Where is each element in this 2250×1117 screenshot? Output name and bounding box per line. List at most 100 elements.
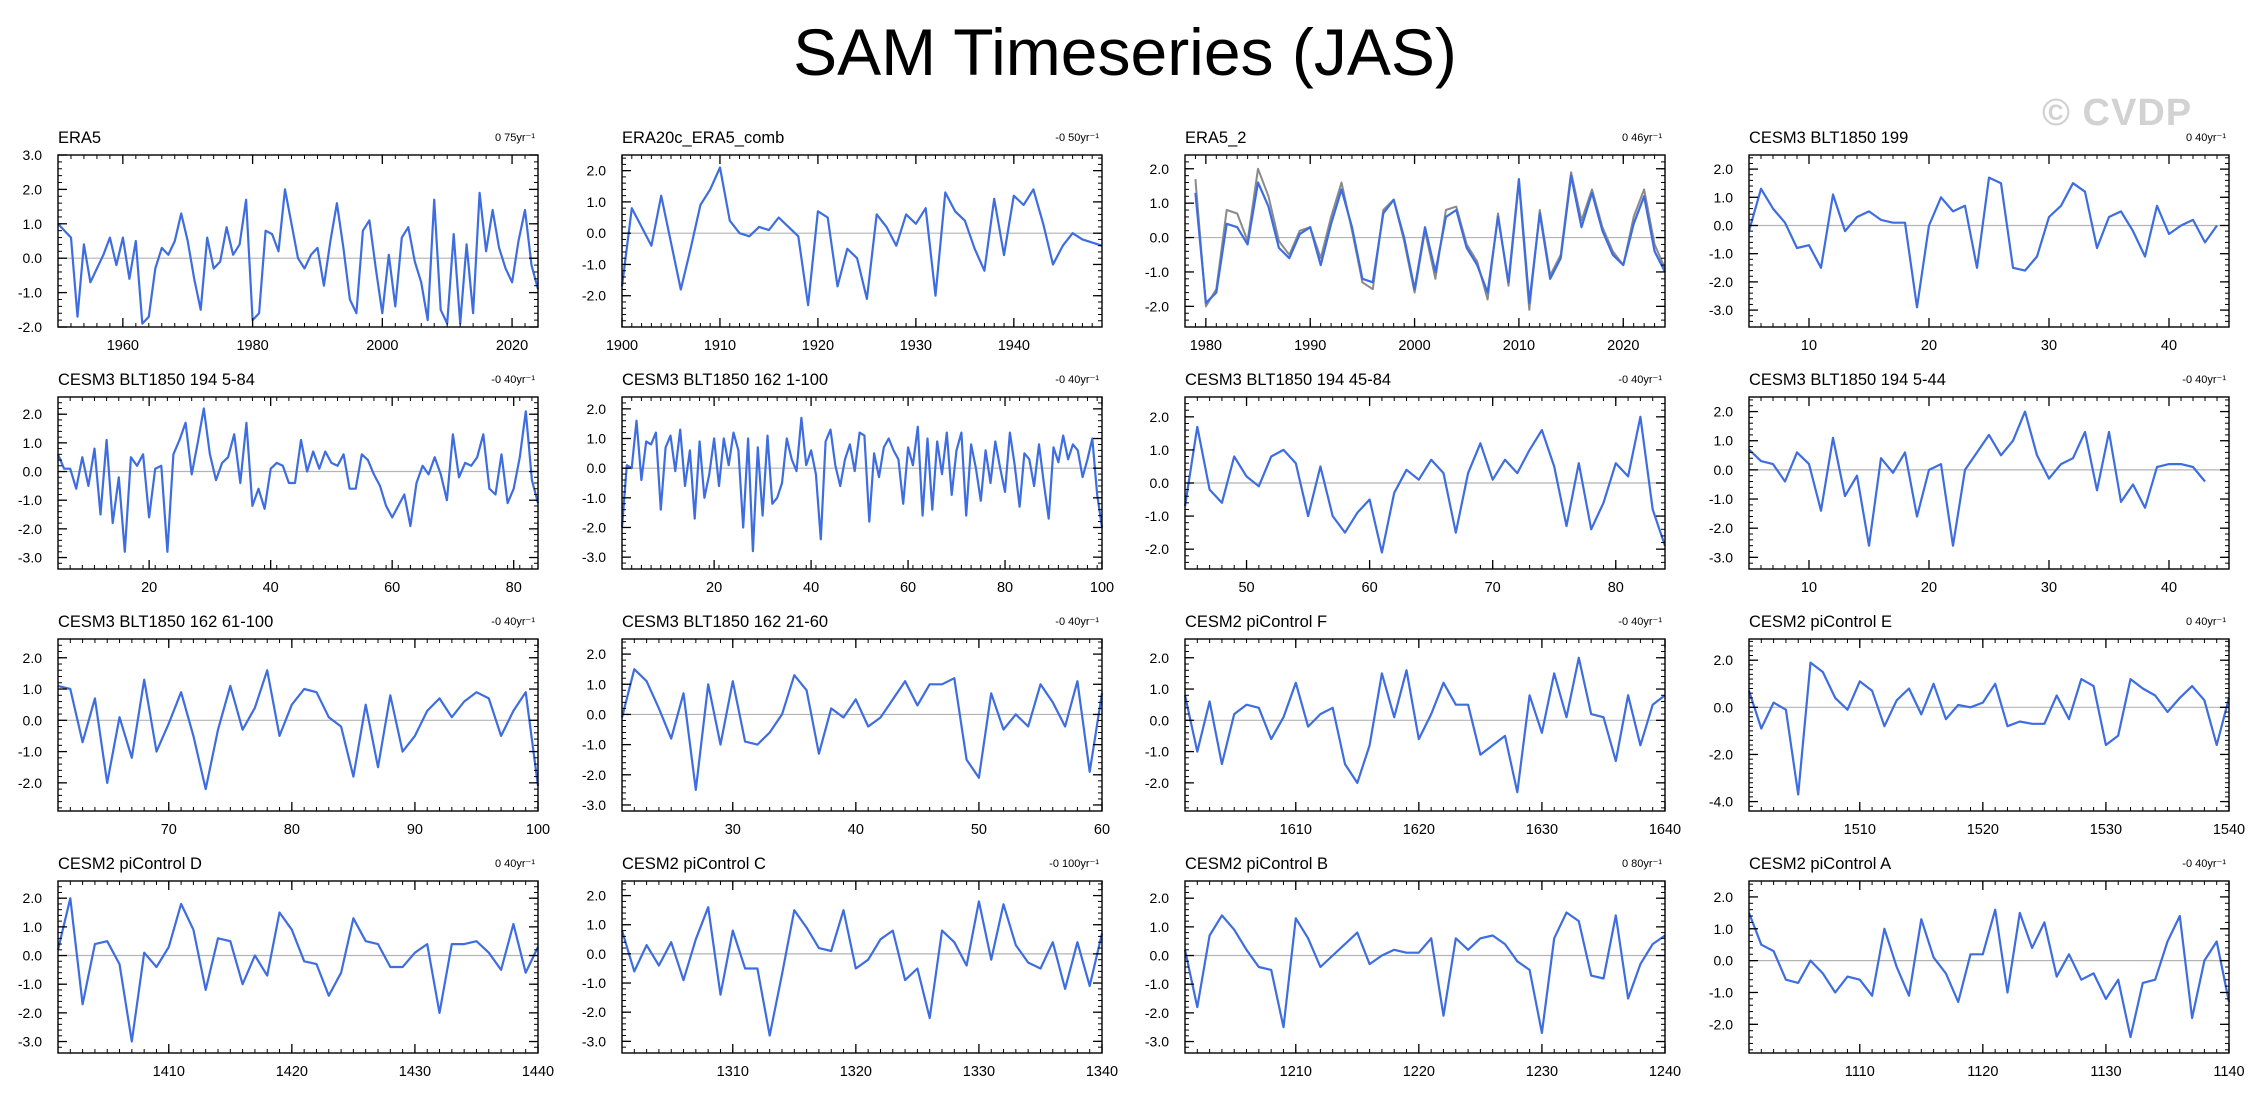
y-tick-label: 0.0 [587,706,607,722]
reference-series-line [1194,167,1666,311]
x-tick-label: 30 [725,822,741,838]
plot-frame [621,880,1103,1054]
series-line [620,416,1104,553]
x-tick-label: 1510 [1844,822,1876,838]
x-tick-label: 1240 [1649,1064,1681,1080]
x-tick-label: 70 [161,822,177,838]
y-tick-label: -1.0 [18,285,42,301]
y-tick-label: 2.0 [1714,161,1734,177]
y-tick-label: 1.0 [1150,681,1170,697]
x-tick-label: 60 [900,580,916,596]
x-tick-label: 80 [997,580,1013,596]
y-tick-label: -1.0 [1145,508,1169,524]
panel-13: 1410 1420 1430 1440 2.0 1.0 0.0 -1.0 -2.0 -3.0 CES… [18,855,554,1080]
x-tick-label: 2000 [366,338,398,354]
x-tick-label: 1930 [900,338,932,354]
x-tick-label: 2020 [1607,338,1639,354]
x-tick-label: 30 [2041,338,2057,354]
y-tick-label: -2.0 [1145,1005,1169,1021]
x-tick-label: 80 [506,580,522,596]
y-tick-label: -1.0 [18,492,42,508]
y-tick-label: 1.0 [23,919,43,935]
y-tick-label: -2.0 [1145,541,1169,557]
y-tick-label: 0.0 [1714,953,1734,969]
y-tick-label: -3.0 [18,550,42,566]
x-tick-label: 80 [284,822,300,838]
panel-3: 1980 1990 2000 2010 2020 2.0 1.0 0.0 -1.0 -2.0 ERA… [1145,129,1666,354]
y-tick-label: -2.0 [1145,298,1169,314]
y-tick-label: -1.0 [18,976,42,992]
panel-title: CESM2 piControl A [1749,855,1891,873]
y-tick-label: 2.0 [23,406,43,422]
y-tick-label: 0.0 [1150,475,1170,491]
y-tick-label: 2.0 [23,181,43,197]
x-tick-label: 1530 [2090,822,2122,838]
panel-7: 50 60 70 80 2.0 1.0 0.0 -1.0 -2.0 CESM3 BLT1850 1… [1145,371,1667,596]
panel-10: 30 40 50 60 2.0 1.0 0.0 -1.0 -2.0 -3.0 CESM3 BLT18… [582,613,1110,838]
x-tick-label: 40 [2161,580,2177,596]
y-tick-label: 0.0 [1714,217,1734,233]
x-tick-label: 60 [1362,580,1378,596]
series-line [56,407,540,553]
x-tick-label: 40 [263,580,279,596]
x-tick-label: 1520 [1967,822,1999,838]
plot-frame [621,638,1103,812]
x-tick-label: 1130 [2090,1064,2121,1080]
y-tick-label: 2.0 [587,888,607,904]
y-tick-label: 2.0 [1150,650,1170,666]
x-tick-label: 1620 [1403,822,1435,838]
panel-9: 70 80 90 100 2.0 1.0 0.0 -1.0 -2.0 CESM3 BLT1850 … [18,613,550,838]
trend-label: 0 46yr⁻¹ [1622,132,1662,144]
y-tick-label: -2.0 [18,775,42,791]
y-tick-label: 0.0 [1714,699,1734,715]
x-tick-label: 70 [1485,580,1501,596]
x-tick-label: 1910 [704,338,736,354]
y-tick-label: 1.0 [23,681,43,697]
trend-label: -0 40yr⁻¹ [2182,858,2226,870]
y-tick-label: -1.0 [18,744,42,760]
x-tick-label: 1630 [1526,822,1558,838]
y-tick-label: 2.0 [587,163,607,179]
panel-2: 1900 1910 1920 1930 1940 2.0 1.0 0.0 -1.0 -2.0 ERA… [582,129,1103,354]
y-tick-label: -3.0 [1145,1034,1169,1050]
x-tick-label: 1980 [236,338,268,354]
x-tick-label: 40 [2161,338,2177,354]
panel-5: 20 40 60 80 2.0 1.0 0.0 -1.0 -2.0 -3.0 CESM3 BLT18… [18,371,540,596]
panel-title: CESM3 BLT1850 162 61-100 [58,613,273,631]
y-tick-label: -1.0 [1709,984,1733,1000]
y-tick-label: -2.0 [1709,274,1733,290]
panel-1: 1960 1980 2000 2020 3.0 2.0 1.0 0.0 -1.0 -2.0 ERA5… [18,129,540,354]
y-tick-label: 0.0 [1714,462,1734,478]
x-tick-label: 40 [848,822,864,838]
x-tick-label: 1920 [802,338,834,354]
x-tick-label: 1430 [399,1064,431,1080]
trend-label: -0 40yr⁻¹ [1055,374,1099,386]
panel-14: 1310 1320 1330 1340 2.0 1.0 0.0 -1.0 -2.0 -3.0 CES… [582,855,1118,1080]
x-tick-label: 20 [706,580,722,596]
y-tick-label: -1.0 [1145,744,1169,760]
series-line [57,669,540,791]
panel-title: ERA20c_ERA5_comb [622,129,784,147]
x-tick-label: 20 [1921,580,1937,596]
y-tick-label: -4.0 [1709,794,1733,810]
trend-label: 0 40yr⁻¹ [495,858,535,870]
y-tick-label: 2.0 [1150,409,1170,425]
series-line [1747,908,2231,1039]
y-tick-label: -3.0 [1709,549,1733,565]
y-tick-label: 2.0 [587,401,607,417]
x-tick-label: 1310 [717,1064,749,1080]
series-line [56,897,539,1043]
x-tick-label: 100 [1090,580,1114,596]
x-tick-label: 1340 [1086,1064,1118,1080]
y-tick-label: 0.0 [23,712,43,728]
panel-title: CESM3 BLT1850 194 45-84 [1185,371,1391,389]
y-tick-label: 1.0 [587,431,607,447]
x-tick-label: 1440 [522,1064,554,1080]
y-tick-label: -1.0 [1145,264,1169,280]
trend-label: -0 40yr⁻¹ [491,616,535,628]
y-tick-label: -2.0 [1709,1016,1733,1032]
panel-11: 1610 1620 1630 1640 2.0 1.0 0.0 -1.0 -2.0 CESM2 p… [1145,613,1681,838]
y-tick-label: -2.0 [18,521,42,537]
trend-label: 0 40yr⁻¹ [2186,132,2226,144]
y-tick-label: 1.0 [1150,919,1170,935]
